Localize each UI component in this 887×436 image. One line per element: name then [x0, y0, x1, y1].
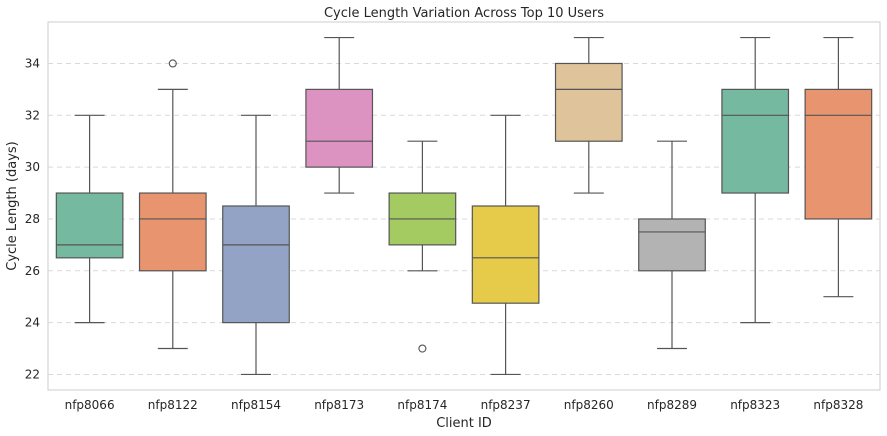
outlier-point	[168, 59, 177, 68]
box-nfp8174	[388, 140, 457, 353]
box-nfp8154	[222, 114, 290, 376]
box-nfp8260	[554, 36, 623, 194]
iqr-box	[638, 218, 706, 272]
y-tick-label: 30	[25, 160, 40, 174]
x-tick-label: nfp8174	[397, 398, 447, 412]
y-tick-label: 26	[25, 264, 40, 278]
x-tick-label: nfp8328	[813, 398, 863, 412]
y-tick-label: 24	[25, 316, 40, 330]
iqr-box	[305, 88, 374, 168]
iqr-box	[554, 62, 623, 142]
y-tick-label: 22	[25, 367, 40, 381]
x-tick-label: nfp8173	[314, 398, 364, 412]
y-tick-label: 32	[25, 108, 40, 122]
iqr-box	[55, 192, 124, 259]
outlier-point	[418, 344, 427, 353]
x-tick-label: nfp8237	[481, 398, 531, 412]
iqr-box	[138, 192, 207, 272]
x-axis-label: Client ID	[436, 416, 492, 431]
iqr-box	[222, 205, 290, 324]
box-nfp8173	[305, 36, 374, 194]
box-series	[55, 36, 873, 376]
chart-title: Cycle Length Variation Across Top 10 Use…	[324, 6, 604, 21]
box-nfp8328	[804, 36, 873, 298]
x-tick-label: nfp8323	[730, 398, 780, 412]
x-tick-label: nfp8260	[564, 398, 614, 412]
box-nfp8323	[721, 36, 790, 324]
box-nfp8289	[638, 140, 706, 350]
x-tick-label: nfp8066	[65, 398, 115, 412]
box-nfp8122	[138, 59, 207, 350]
x-tick-label: nfp8122	[148, 398, 198, 412]
iqr-box	[471, 205, 540, 304]
y-axis-label: Cycle Length (days)	[5, 141, 20, 270]
iqr-box	[804, 88, 873, 220]
x-tick-label: nfp8289	[647, 398, 697, 412]
box-nfp8237	[471, 114, 540, 376]
y-tick-labels: 22 24 26 28 30 32 34	[25, 56, 40, 381]
iqr-box	[721, 88, 790, 194]
box-nfp8066	[55, 114, 124, 324]
y-tick-label: 28	[25, 212, 40, 226]
plot-frame	[47, 21, 881, 391]
x-tick-label: nfp8154	[231, 398, 281, 412]
x-tick-labels: nfp8066 nfp8122 nfp8154 nfp8173 nfp8174 nfp82…	[65, 398, 864, 412]
y-tick-label: 34	[25, 56, 40, 70]
